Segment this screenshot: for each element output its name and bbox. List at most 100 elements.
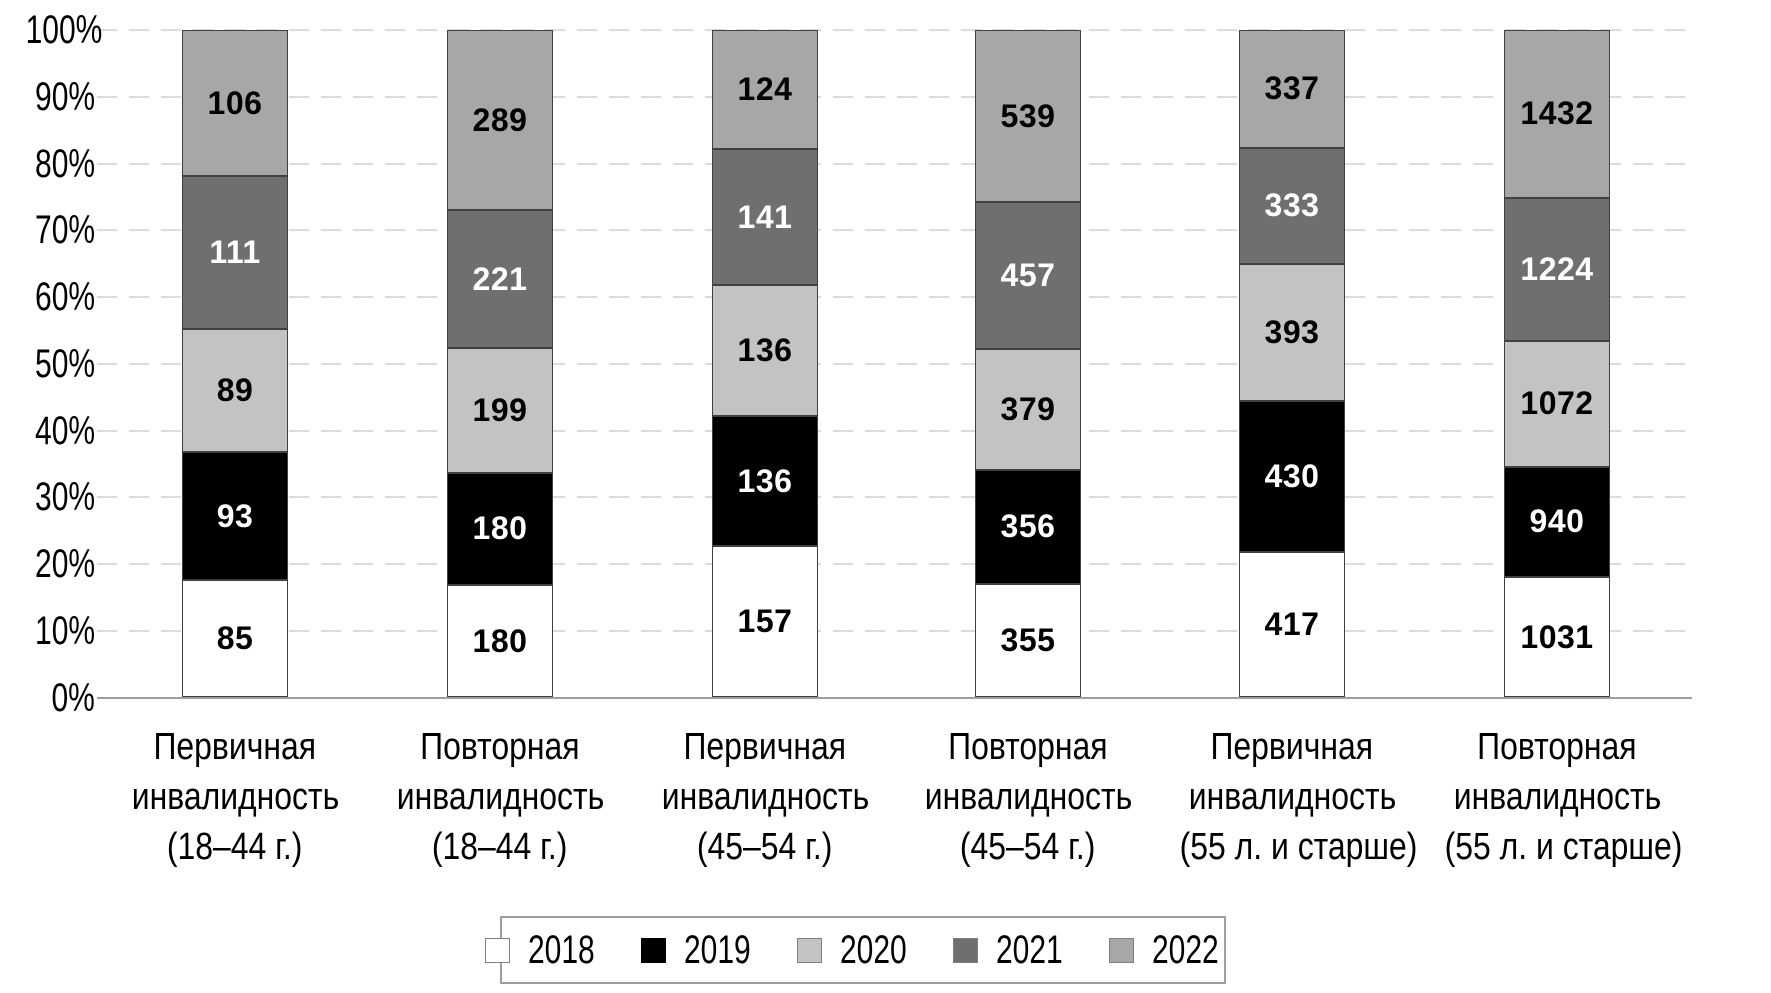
gridline: [97, 429, 1692, 432]
legend-item-2022: 2022: [1108, 927, 1241, 973]
bar-segment-2021: 457: [975, 202, 1081, 349]
legend-swatch-icon: [797, 937, 823, 963]
category-label-text: инвалидность: [1453, 776, 1661, 818]
category-label-line: Повторная: [893, 722, 1163, 772]
y-tick-text: 60%: [34, 275, 95, 319]
segment-value-label: 1224: [1520, 250, 1594, 287]
legend-swatch-icon: [641, 937, 667, 963]
category-label-text: (55 л. и старше): [1444, 826, 1683, 868]
bar-segment-2019: 940: [1504, 466, 1610, 577]
category-label-line: инвалидность: [1422, 772, 1692, 822]
bar-segment-2021: 141: [712, 149, 818, 285]
category-label-text: (45–54 г.): [697, 826, 833, 868]
gridline: [97, 229, 1692, 232]
bar-segment-2021: 1224: [1504, 197, 1610, 342]
category-label-line: (45–54 г.): [893, 822, 1163, 872]
bar-segment-2020: 393: [1239, 264, 1345, 402]
category-label-line: (18–44 г.): [100, 822, 370, 872]
segment-value-label: 355: [1000, 622, 1056, 659]
segment-value-label: 356: [1000, 508, 1056, 545]
y-tick-text: 90%: [34, 74, 95, 119]
segment-value-label: 333: [1264, 187, 1320, 224]
segment-value-label: 457: [1000, 257, 1056, 294]
legend-label: 2022: [1151, 927, 1219, 972]
y-tick-label: 40%: [0, 406, 95, 456]
legend-item-2019: 2019: [641, 928, 773, 973]
legend-label: 2020: [840, 927, 907, 972]
category-label-text: инвалидность: [661, 776, 869, 818]
y-tick-label: 90%: [0, 72, 95, 122]
y-tick-text: 80%: [34, 141, 95, 186]
category-label-line: (18–44 г.): [365, 822, 635, 872]
gridline: [97, 496, 1692, 499]
bar-segment-2018: 355: [975, 583, 1081, 698]
category-label-text: Первичная: [153, 726, 317, 768]
bar-segment-2022: 289: [447, 30, 553, 211]
segment-value-label: 106: [207, 84, 263, 121]
bar-segment-2021: 333: [1239, 147, 1345, 265]
category-label-line: Повторная: [1422, 722, 1692, 772]
category-label-text: (18–44 г.): [432, 826, 568, 868]
legend-item-2020: 2020: [797, 928, 929, 973]
y-tick-text: 20%: [34, 542, 95, 586]
y-tick-text: 40%: [34, 408, 95, 453]
category-label-text: инвалидность: [1188, 776, 1396, 818]
gridline: [97, 95, 1692, 98]
bar-segment-2018: 1031: [1504, 576, 1610, 698]
bar-segment-2022: 106: [182, 30, 288, 177]
gridline: [97, 362, 1692, 365]
segment-value-label: 337: [1264, 70, 1320, 107]
legend-label: 2019: [684, 927, 751, 972]
segment-value-label: 221: [472, 260, 528, 297]
category-label-line: инвалидность: [365, 772, 635, 822]
segment-value-label: 89: [216, 372, 254, 409]
category-label-text: (18–44 г.): [167, 826, 303, 868]
segment-value-label: 180: [472, 510, 528, 547]
category-label-text: Повторная: [420, 726, 580, 768]
legend-label: 2021: [996, 927, 1063, 972]
category-label: Первичная инвалидность (18–44 г.): [100, 722, 370, 872]
y-tick-label: 20%: [0, 539, 95, 589]
bar-segment-2020: 1072: [1504, 341, 1610, 467]
category-label-line: инвалидность: [100, 772, 370, 822]
category-label-text: (55 л. и старше): [1179, 826, 1418, 868]
category-label-line: Первичная: [1157, 722, 1427, 772]
segment-value-label: 379: [1000, 390, 1056, 427]
segment-value-label: 1432: [1520, 95, 1594, 132]
legend-swatch-icon: [485, 937, 511, 963]
bar-segment-2022: 337: [1239, 30, 1345, 148]
segment-value-label: 430: [1264, 458, 1320, 495]
segment-value-label: 940: [1529, 503, 1585, 540]
bar-segment-2021: 111: [182, 176, 288, 330]
bar-segment-2022: 1432: [1504, 30, 1610, 198]
y-tick-label: 60%: [0, 272, 95, 322]
legend-label: 2018: [528, 927, 595, 972]
bar-segment-2018: 417: [1239, 551, 1345, 698]
category-label-text: (45–54 г.): [960, 826, 1096, 868]
y-tick-label: 10%: [0, 606, 95, 656]
y-tick-text: 30%: [34, 475, 95, 520]
category-label: Повторная инвалидность (55 л. и старше): [1422, 722, 1692, 872]
category-label: Первичная инвалидность (45–54 г.): [630, 722, 900, 872]
gridline: [97, 296, 1692, 298]
category-label-line: (45–54 г.): [630, 822, 900, 872]
segment-value-label: 1072: [1520, 385, 1594, 422]
bar-segment-2022: 124: [712, 30, 818, 150]
category-label-line: (55 л. и старше): [1157, 822, 1427, 872]
category-label-line: Первичная: [100, 722, 370, 772]
category-label-line: инвалидность: [1157, 772, 1427, 822]
legend-swatch-icon: [1108, 937, 1134, 963]
bar-segment-2018: 180: [447, 585, 553, 698]
y-tick-label: 80%: [0, 139, 95, 189]
segment-value-label: 289: [472, 101, 528, 138]
y-tick-text: 10%: [34, 608, 95, 653]
y-tick-label: 50%: [0, 339, 95, 389]
gridline: [97, 629, 1692, 632]
bar-segment-2019: 136: [712, 415, 818, 547]
segment-value-label: 1031: [1520, 618, 1594, 655]
segment-value-label: 393: [1264, 314, 1320, 351]
category-label: Первичная инвалидность (55 л. и старше): [1157, 722, 1427, 872]
category-label: Повторная инвалидность (18–44 г.): [365, 722, 635, 872]
y-tick-label: 0%: [0, 673, 95, 723]
